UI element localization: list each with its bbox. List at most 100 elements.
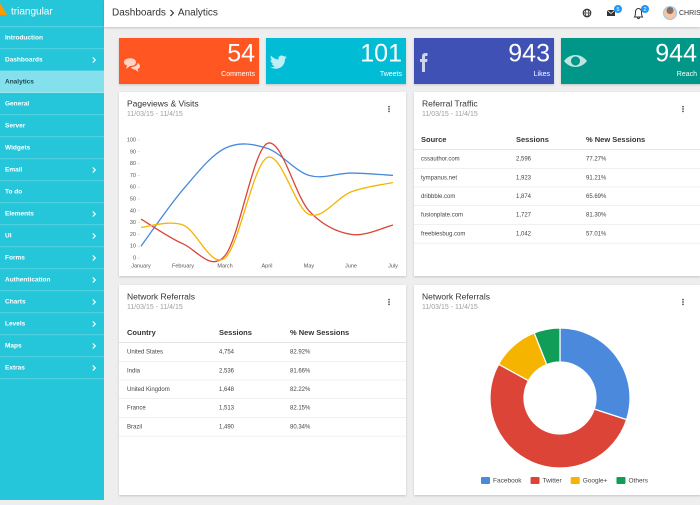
table-cell: cssauthor.com (421, 157, 460, 163)
panel (414, 92, 700, 276)
legend-swatch (530, 477, 540, 484)
table-header: % New Sessions (290, 328, 349, 337)
legend-swatch (616, 477, 626, 484)
table-cell: fusionplate.com (421, 213, 463, 219)
breadcrumb[interactable]: Dashboards (112, 8, 166, 19)
menu-separator (0, 202, 104, 204)
stat-card[interactable] (266, 38, 406, 84)
chevron (92, 365, 97, 371)
stat-value: 54 (227, 40, 255, 68)
x-tick-label: May (304, 263, 315, 269)
avatar-hair (666, 7, 674, 14)
donut-slice (533, 327, 561, 366)
menu-item[interactable]: To do (5, 189, 22, 196)
menu-item[interactable]: General (5, 101, 29, 108)
table-cell: 77.27% (586, 157, 607, 163)
facebook-icon (420, 53, 428, 72)
table-cell: France (127, 406, 146, 412)
x-tick-label: March (217, 263, 232, 269)
menu-item[interactable]: Charts (5, 299, 26, 306)
table-cell: 65.69% (586, 194, 607, 200)
brand: triangular (11, 7, 53, 18)
chevron (92, 299, 97, 305)
stat-card[interactable] (414, 38, 554, 84)
stat-value: 943 (508, 40, 550, 68)
table-cell: 81.30% (586, 213, 607, 219)
bell-icon[interactable] (633, 7, 644, 20)
y-tick-label: 100 (127, 137, 136, 143)
x-tick-label: July (388, 263, 398, 269)
menu-item[interactable]: Authentication (5, 277, 51, 284)
menu-item[interactable]: Levels (5, 321, 26, 328)
breadcrumb[interactable]: Analytics (178, 8, 218, 19)
x-tick-label: January (131, 263, 151, 269)
menu-separator (0, 136, 104, 138)
menu-dot[interactable] (388, 110, 390, 113)
chevron (92, 57, 97, 63)
menu-item[interactable]: Dashboards (5, 57, 43, 64)
legend-label: Twitter (543, 478, 563, 485)
menu-item[interactable]: Server (5, 123, 26, 130)
menu-dot[interactable] (388, 108, 390, 110)
x-tick-label: June (345, 263, 357, 269)
menu-item[interactable]: Maps (5, 343, 22, 350)
menu-dot[interactable] (682, 110, 684, 113)
panel-subtitle: 11/03/15 - 11/4/15 (422, 304, 478, 311)
badge (641, 5, 649, 13)
table-cell: United Kingdom (127, 387, 170, 393)
table-header: Country (127, 328, 157, 337)
table-rule (119, 379, 406, 381)
menu-separator (0, 290, 104, 292)
menu-item[interactable]: Forms (5, 255, 25, 262)
panel-title: Network Referrals (127, 291, 195, 301)
table-header: % New Sessions (586, 135, 645, 144)
table-cell: 4,754 (219, 350, 235, 356)
menu-item[interactable]: Introduction (5, 35, 43, 42)
menu-dot[interactable] (682, 303, 684, 306)
menu-item[interactable]: Email (5, 167, 23, 174)
menu-dot[interactable] (682, 105, 684, 108)
legend-label: Google+ (583, 478, 608, 485)
logo (0, 3, 7, 15)
line-series (140, 142, 394, 263)
menu-dot[interactable] (388, 105, 390, 108)
panel-title: Referral Traffic (422, 98, 478, 108)
donut-slice (559, 327, 631, 421)
stat-label: Comments (221, 71, 255, 78)
table-rule (414, 149, 700, 150)
panel (119, 285, 406, 495)
table-rule (414, 168, 700, 169)
donut-slice (489, 363, 628, 469)
menu-item[interactable]: Widgets (5, 145, 31, 152)
table-header: Sessions (516, 135, 549, 144)
menu-dot[interactable] (388, 303, 390, 306)
chevron (92, 277, 97, 283)
menu-item[interactable]: Analytics (5, 79, 34, 86)
table-rule (414, 186, 700, 188)
menu-dot[interactable] (682, 108, 684, 110)
menu-dot[interactable] (682, 301, 684, 303)
menu-dot[interactable] (682, 298, 684, 301)
user-name[interactable]: CHRIST (679, 10, 700, 17)
y-tick-label: 10 (130, 244, 136, 250)
legend-label: Others (628, 478, 648, 485)
menu-dot[interactable] (388, 301, 390, 303)
y-tick-label: 90 (130, 149, 136, 155)
table-rule (414, 224, 700, 225)
table-cell: 82.15% (290, 406, 311, 412)
y-tick-label: 20 (130, 232, 136, 238)
table-rule (119, 398, 406, 399)
menu-item[interactable]: UI (5, 233, 12, 240)
table-cell: 1,490 (219, 424, 235, 430)
table-cell: Brazil (127, 424, 142, 430)
menu-dot[interactable] (388, 298, 390, 301)
y-tick-label: 0 (133, 255, 136, 261)
stat-card[interactable] (119, 38, 259, 84)
menu-item[interactable]: Extras (5, 365, 25, 372)
menu-item[interactable]: Elements (5, 211, 34, 218)
menu-separator (0, 312, 104, 314)
menu-separator (0, 92, 104, 94)
table-cell: dribbble.com (421, 194, 455, 200)
table-cell: tympanus.net (421, 175, 457, 181)
chevron (92, 211, 97, 217)
